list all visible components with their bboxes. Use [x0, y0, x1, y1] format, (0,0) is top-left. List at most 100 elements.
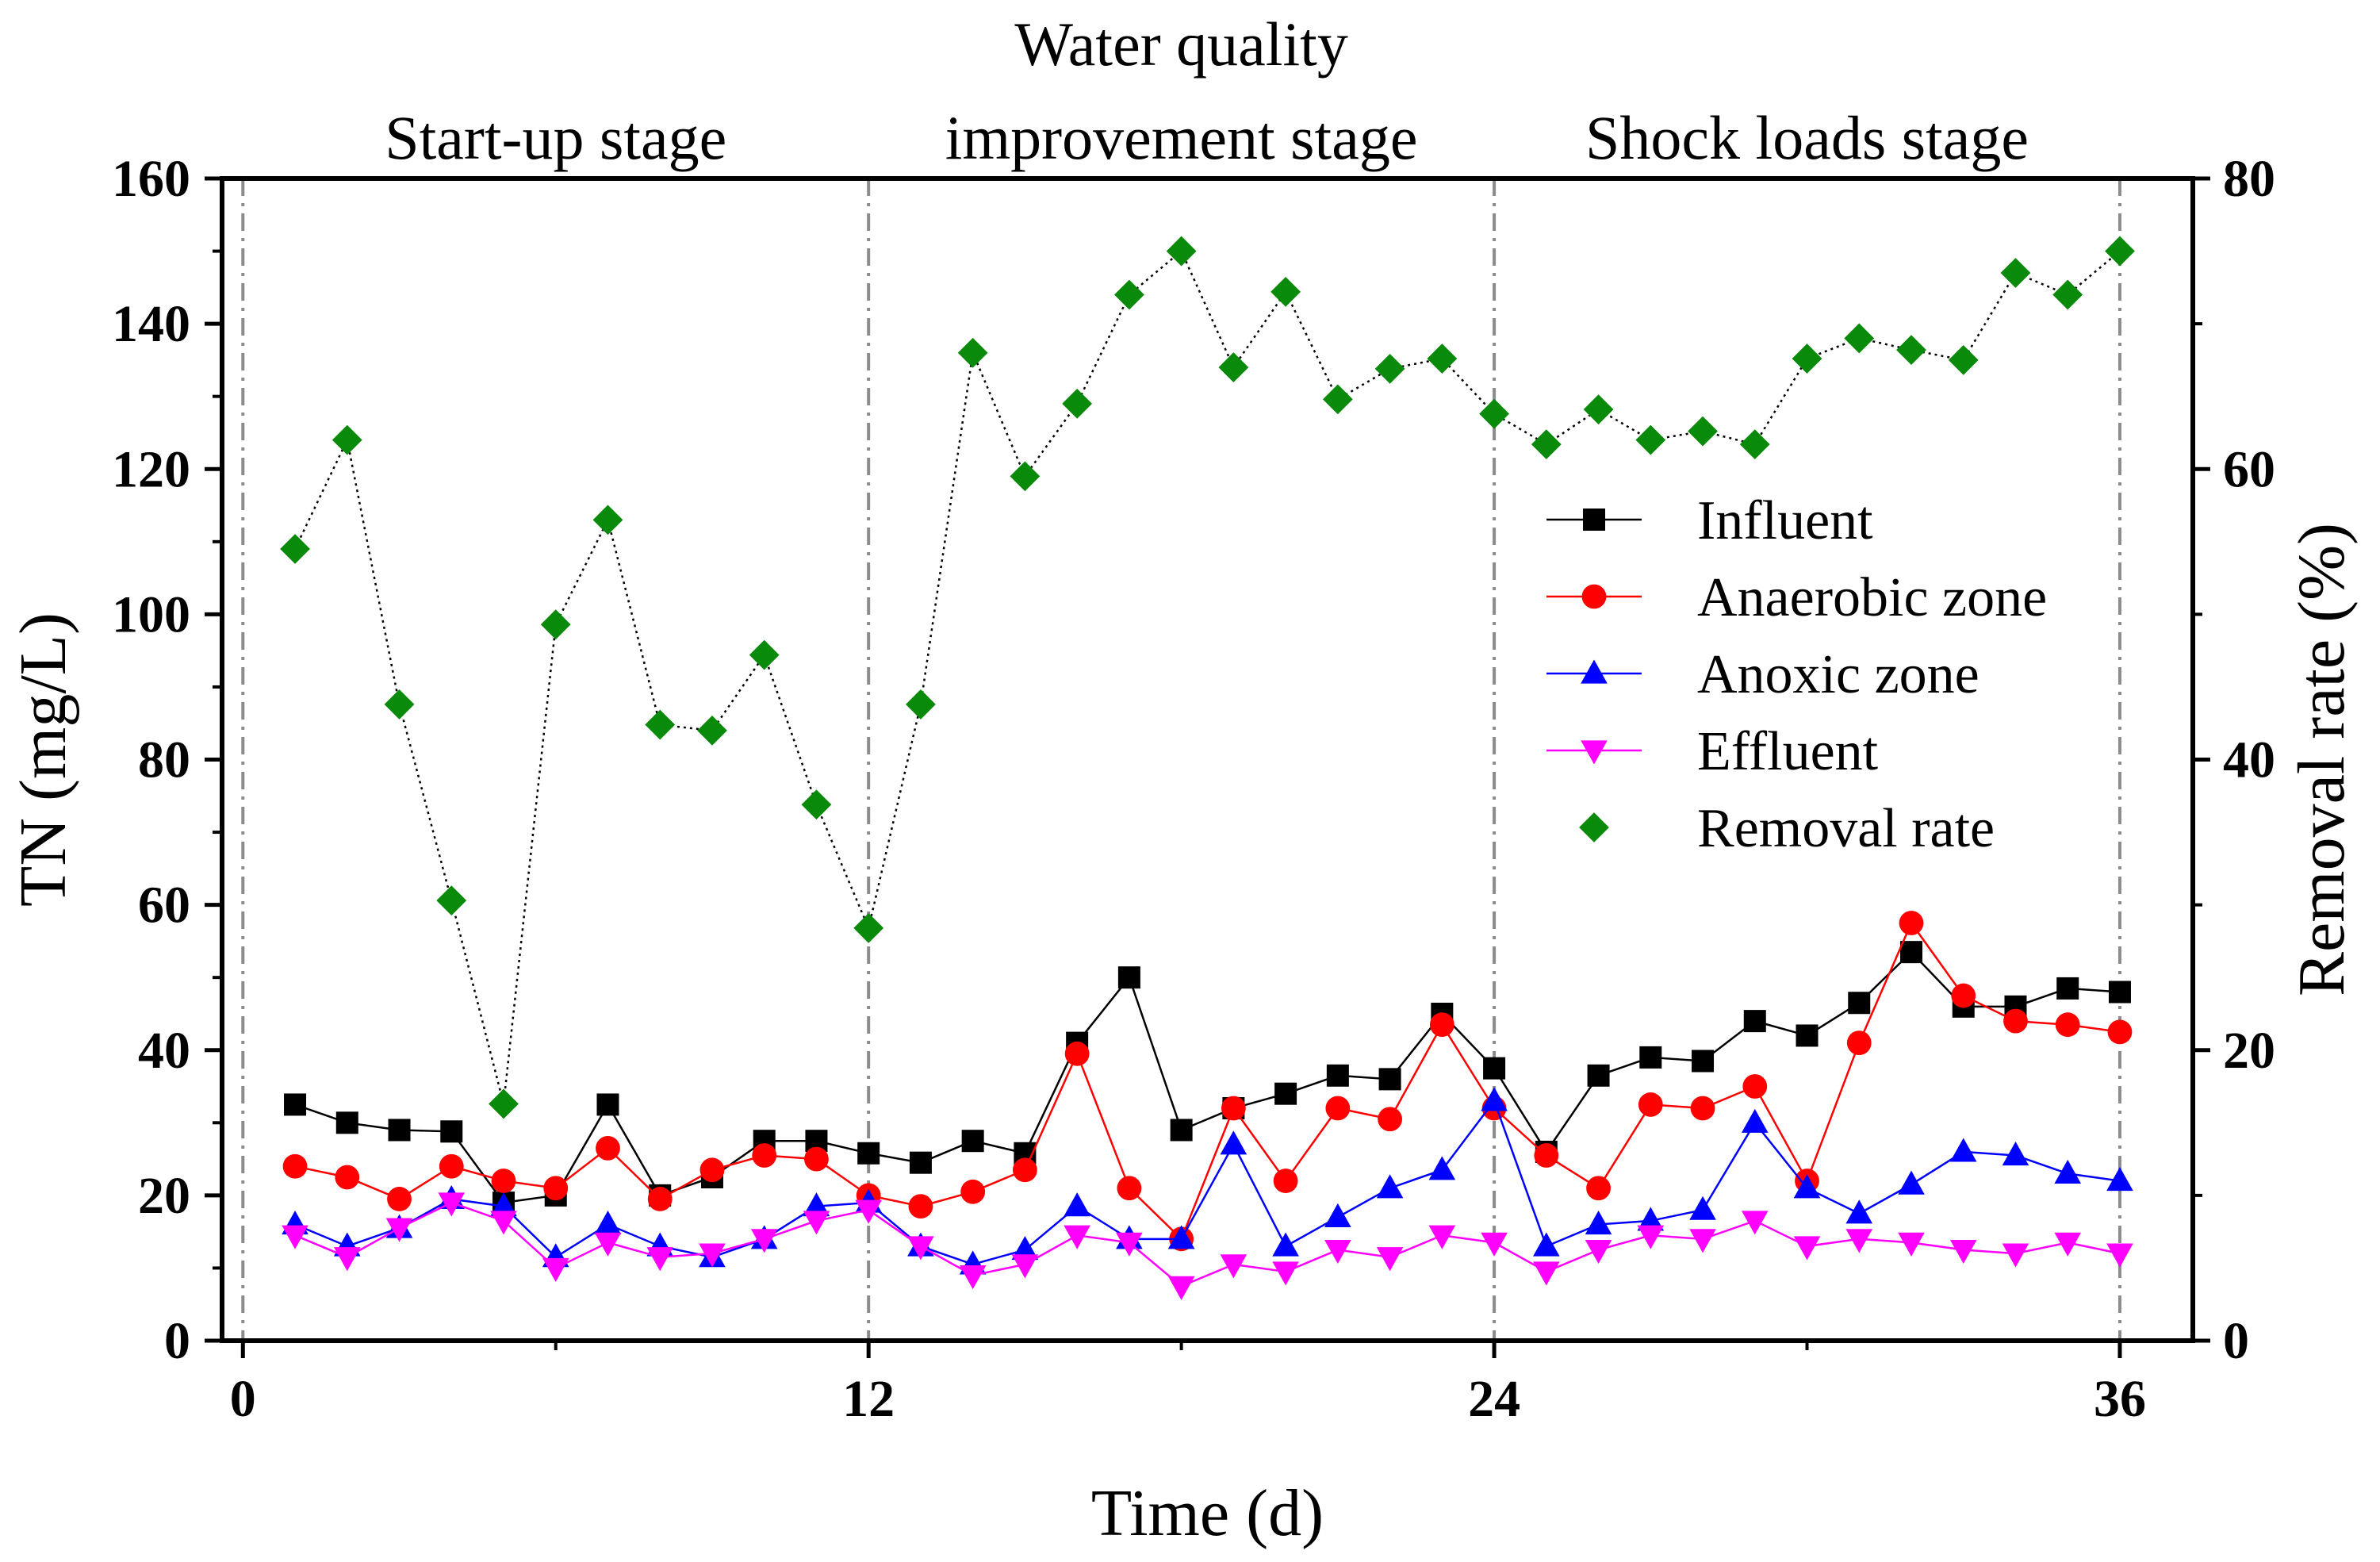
data-point	[1900, 941, 1922, 964]
data-point	[489, 1088, 519, 1119]
data-point	[750, 1229, 778, 1253]
data-point	[2054, 1159, 2082, 1184]
data-point	[1325, 1096, 1351, 1121]
data-point	[387, 1187, 412, 1211]
data-point	[1898, 1232, 1925, 1257]
data-point	[1533, 1232, 1560, 1257]
data-point	[543, 1176, 569, 1201]
data-point	[1170, 1119, 1193, 1142]
data-point	[1951, 983, 1976, 1008]
data-point	[1689, 1229, 1716, 1253]
data-point	[592, 505, 623, 535]
data-point	[2002, 1243, 2029, 1268]
data-point	[594, 1232, 622, 1257]
data-point	[1221, 1096, 1246, 1121]
data-point	[1113, 279, 1144, 310]
data-point	[1220, 1254, 1247, 1279]
data-point	[752, 1143, 777, 1168]
data-point	[1948, 345, 1979, 375]
data-point	[1844, 323, 1875, 354]
data-point	[1792, 343, 1822, 374]
legend-marker	[1581, 740, 1608, 765]
y-right-tick-label: 60	[2223, 440, 2275, 498]
data-point	[1376, 1174, 1404, 1199]
data-point	[1848, 992, 1871, 1015]
data-point	[1949, 1239, 1977, 1265]
data-point	[699, 1243, 726, 1268]
data-point	[1064, 1192, 1090, 1217]
data-point	[1483, 1057, 1506, 1080]
data-point	[436, 885, 467, 916]
y-left-tick-label: 60	[138, 877, 190, 935]
data-point	[1166, 236, 1197, 267]
data-point	[1635, 424, 1666, 455]
data-point	[749, 639, 780, 670]
data-point	[1274, 1082, 1297, 1105]
data-point	[647, 1187, 673, 1211]
data-point	[699, 1157, 725, 1183]
data-point	[438, 1192, 466, 1217]
data-point	[804, 1146, 829, 1172]
data-point	[1324, 1239, 1351, 1265]
data-point	[282, 1153, 308, 1179]
data-point	[490, 1211, 517, 1235]
data-point	[440, 1120, 463, 1143]
data-point	[803, 1192, 830, 1217]
data-point	[282, 1225, 309, 1249]
data-point	[1010, 461, 1041, 492]
data-point	[384, 689, 415, 720]
data-point	[959, 1265, 987, 1290]
series-line	[293, 249, 2121, 1104]
x-tick-label: 0	[230, 1370, 256, 1428]
data-point	[1218, 352, 1249, 382]
data-point	[1793, 1236, 1821, 1261]
data-point	[1793, 1174, 1821, 1199]
data-point	[1742, 1074, 1768, 1099]
data-point	[1062, 388, 1093, 419]
data-point	[1064, 1225, 1090, 1249]
data-point	[1741, 1211, 1769, 1235]
data-point	[1845, 1229, 1873, 1253]
series-removal-rate	[280, 236, 2135, 1119]
data-point	[961, 1130, 984, 1153]
data-point	[1845, 1199, 1873, 1224]
x-tick-label: 12	[842, 1370, 895, 1428]
data-point	[490, 1192, 517, 1217]
y-left-tick-label: 120	[112, 440, 190, 498]
data-point	[1531, 429, 1562, 460]
data-point	[960, 1179, 986, 1204]
data-point	[2106, 1167, 2133, 1192]
data-point	[1896, 335, 1926, 365]
x-axis-title: Time (d)	[1091, 1476, 1324, 1550]
data-point	[1533, 1261, 1560, 1286]
data-point	[1428, 1225, 1456, 1249]
stage-title: Start-up stage	[385, 103, 726, 172]
data-point	[1586, 1176, 1611, 1201]
y-left-tick-label: 80	[138, 731, 190, 789]
data-point	[801, 789, 832, 820]
data-point	[1639, 1046, 1662, 1069]
data-point	[1481, 1087, 1508, 1111]
legend-label: Effluent	[1697, 721, 1879, 782]
series-layer	[280, 236, 2135, 1300]
legend-marker	[1581, 659, 1608, 684]
x-tick-label: 24	[1468, 1370, 1520, 1428]
data-point	[906, 689, 936, 720]
legend-label: Influent	[1697, 490, 1873, 551]
data-point	[1739, 429, 1770, 460]
data-point	[1272, 1232, 1299, 1257]
data-point	[1690, 1096, 1715, 1121]
data-point	[853, 913, 884, 943]
data-point	[1167, 1225, 1195, 1249]
data-point	[540, 609, 571, 640]
data-point	[1846, 1030, 1872, 1055]
data-point	[1167, 1276, 1195, 1300]
data-point	[1741, 1108, 1769, 1133]
data-point	[1376, 1247, 1404, 1272]
data-point	[1743, 1010, 1766, 1033]
data-point	[1011, 1254, 1039, 1279]
legend-marker	[1581, 584, 1607, 609]
y-left-tick-label: 160	[112, 150, 190, 208]
